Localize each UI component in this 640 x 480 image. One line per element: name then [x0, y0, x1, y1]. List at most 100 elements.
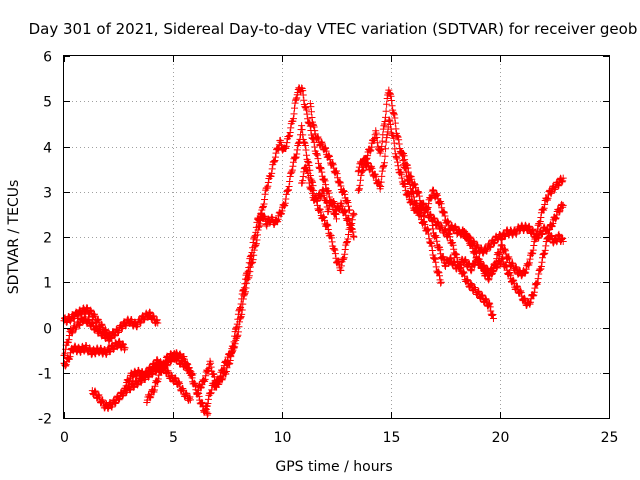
data-point: [431, 254, 439, 262]
data-point: [437, 279, 445, 287]
data-point: [376, 181, 384, 189]
data-point: [337, 266, 345, 274]
data-point: [198, 398, 206, 406]
data-point: [387, 125, 395, 133]
data-point: [65, 336, 73, 344]
data-point: [145, 309, 153, 317]
data-point: [227, 353, 235, 361]
data-point: [146, 308, 154, 316]
data-point: [294, 139, 302, 147]
data-point: [432, 191, 440, 199]
data-point: [434, 218, 442, 226]
data-point: [415, 192, 423, 200]
data-point: [304, 158, 312, 166]
data-point: [121, 320, 129, 328]
data-point: [450, 245, 458, 253]
data-point: [537, 213, 545, 221]
data-point: [317, 208, 325, 216]
series-14: [428, 200, 567, 309]
data-point: [540, 204, 548, 212]
data-point: [317, 163, 325, 171]
data-point: [87, 306, 95, 314]
y-tick-label: 3: [43, 186, 52, 202]
data-point: [479, 262, 487, 270]
data-point: [418, 201, 426, 209]
series-11: [354, 86, 445, 287]
data-point: [247, 260, 255, 268]
data-point: [378, 172, 386, 180]
data-point: [301, 103, 309, 111]
data-point: [329, 199, 337, 207]
data-point: [494, 249, 502, 257]
x-tick-label: 0: [60, 430, 69, 446]
data-point: [305, 162, 313, 170]
data-point: [552, 214, 560, 222]
data-point: [492, 258, 500, 266]
x-tick-label: 15: [383, 430, 401, 446]
data-point: [331, 250, 339, 258]
data-point: [154, 375, 162, 383]
data-point: [533, 230, 541, 238]
data-point: [497, 235, 505, 243]
data-point: [331, 168, 339, 176]
series-8: [202, 122, 358, 410]
data-point: [333, 170, 341, 178]
data-point: [115, 339, 122, 347]
data-point: [229, 343, 237, 351]
data-point: [411, 181, 419, 189]
data-point: [277, 210, 285, 218]
data-point: [325, 151, 333, 159]
data-point: [321, 177, 329, 185]
data-point: [539, 254, 547, 262]
data-point: [414, 187, 422, 195]
data-point: [258, 204, 266, 212]
data-point: [544, 235, 552, 243]
data-point: [432, 258, 440, 266]
data-point: [452, 251, 460, 259]
data-point: [524, 224, 532, 232]
data-point: [176, 380, 184, 388]
data-point: [467, 280, 475, 288]
data-point: [485, 276, 493, 284]
data-point: [306, 185, 314, 193]
data-point: [226, 357, 234, 365]
data-point: [170, 351, 178, 359]
data-point: [158, 365, 166, 373]
data-point: [433, 218, 441, 226]
data-point: [235, 307, 243, 315]
data-point: [390, 134, 398, 142]
data-point: [226, 359, 234, 367]
data-point: [386, 121, 394, 129]
data-point: [424, 205, 432, 213]
data-point: [249, 239, 257, 247]
data-point: [207, 389, 215, 397]
data-point: [240, 286, 248, 294]
data-point: [171, 375, 179, 383]
data-point: [558, 178, 566, 186]
x-tick-label: 10: [274, 430, 292, 446]
data-point: [529, 249, 537, 257]
data-point: [468, 266, 476, 274]
data-point: [261, 195, 269, 203]
data-point: [298, 126, 306, 134]
data-point: [289, 158, 297, 166]
data-point: [318, 168, 326, 176]
data-point: [303, 166, 311, 174]
data-point: [534, 225, 542, 233]
data-point: [300, 96, 308, 104]
data-point: [438, 204, 446, 212]
data-point: [151, 382, 159, 390]
data-point: [367, 163, 375, 171]
data-point: [403, 161, 411, 169]
data-point: [305, 179, 313, 187]
data-point: [234, 315, 242, 323]
data-point: [341, 250, 349, 258]
data-point: [323, 220, 331, 228]
data-point: [119, 340, 127, 348]
data-point: [202, 372, 210, 380]
data-point: [318, 140, 326, 148]
data-point: [255, 216, 263, 224]
data-point: [98, 397, 106, 405]
data-point: [456, 265, 464, 273]
data-point: [233, 323, 241, 331]
